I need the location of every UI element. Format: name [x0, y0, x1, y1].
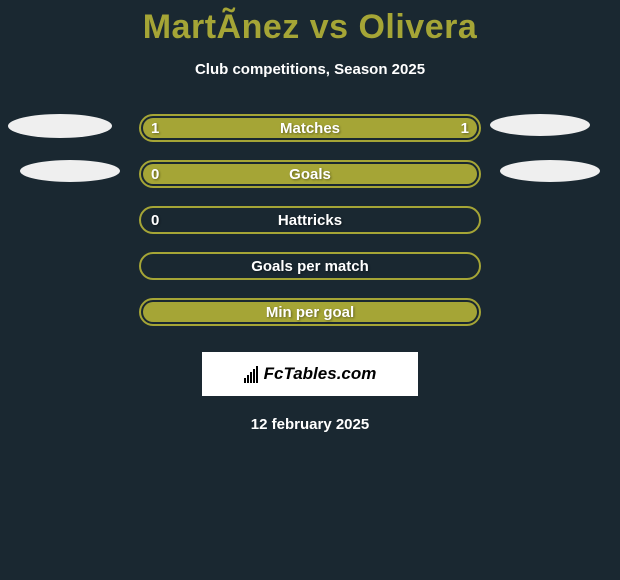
- page-title: MartÃ­nez vs Olivera: [0, 0, 620, 47]
- stat-pill: 0 Goals: [139, 160, 481, 188]
- stat-value-left: 0: [151, 212, 159, 229]
- fctables-logo: FcTables.com: [244, 364, 377, 384]
- logo-bars-icon: [244, 366, 258, 383]
- stat-pill: Min per goal: [139, 298, 481, 326]
- stat-row: Goals per match: [0, 252, 620, 298]
- stat-value-left: 1: [151, 120, 159, 137]
- stat-rows: 1 1 Matches 0 Goals 0 Hattricks Goals per match…: [0, 114, 620, 344]
- stat-label: Hattricks: [278, 212, 342, 229]
- player-ellipse-right: [500, 160, 600, 182]
- stat-value-right: 1: [461, 120, 469, 137]
- stat-label: Min per goal: [266, 304, 354, 321]
- logo-label: FcTables.com: [264, 364, 377, 384]
- player-ellipse-right: [490, 114, 590, 136]
- player-ellipse-left: [20, 160, 120, 182]
- stat-label: Goals per match: [251, 258, 369, 275]
- player-ellipse-left: [8, 114, 112, 138]
- stat-row: Min per goal: [0, 298, 620, 344]
- stat-row: 0 Goals: [0, 160, 620, 206]
- date-line: 12 february 2025: [0, 416, 620, 433]
- subtitle: Club competitions, Season 2025: [0, 61, 620, 78]
- stat-label: Matches: [280, 120, 340, 137]
- stat-pill: 0 Hattricks: [139, 206, 481, 234]
- stat-value-left: 0: [151, 166, 159, 183]
- logo-box: FcTables.com: [202, 352, 418, 396]
- stat-label: Goals: [289, 166, 331, 183]
- stat-pill: Goals per match: [139, 252, 481, 280]
- stat-pill: 1 1 Matches: [139, 114, 481, 142]
- stat-row: 0 Hattricks: [0, 206, 620, 252]
- stat-row: 1 1 Matches: [0, 114, 620, 160]
